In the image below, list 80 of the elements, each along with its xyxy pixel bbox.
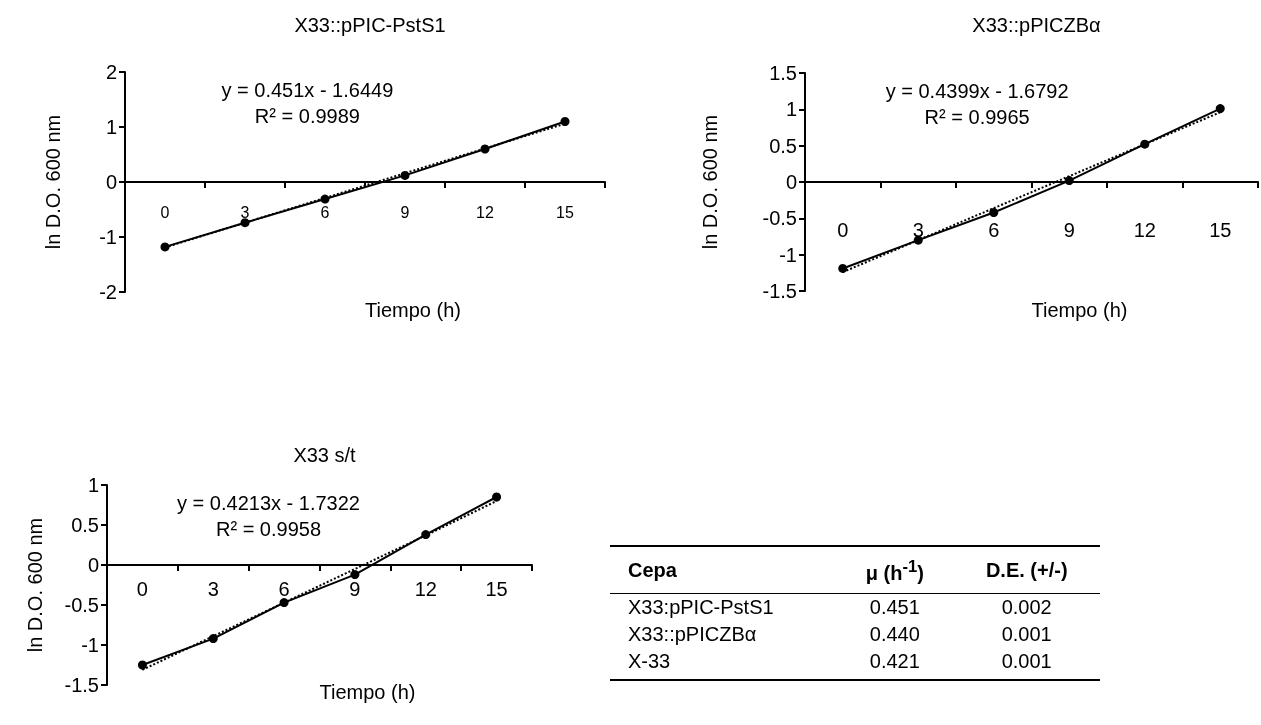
x-tick-label: 3 bbox=[240, 203, 250, 221]
y-tick-label: 0.5 bbox=[71, 514, 99, 536]
x-tick-label: 15 bbox=[1209, 219, 1232, 241]
point bbox=[492, 492, 502, 502]
x-tick-label: 6 bbox=[320, 203, 330, 221]
text: X-33 bbox=[610, 647, 837, 680]
x-tick-label: 15 bbox=[485, 578, 508, 600]
y-axis-title: ln D.O. 600 nm bbox=[24, 517, 46, 653]
x-tick-label: 0 bbox=[837, 219, 849, 241]
point bbox=[838, 263, 848, 273]
y-tick-label: 0 bbox=[87, 554, 99, 576]
y-tick-label: -1 bbox=[779, 243, 797, 266]
x-tick-label: 3 bbox=[912, 219, 924, 241]
x-axis-title: Tiempo (h) bbox=[319, 681, 416, 703]
x-tick-label: 12 bbox=[414, 578, 437, 600]
text: 0.421 bbox=[836, 647, 954, 680]
y-tick-label: 1 bbox=[87, 474, 99, 496]
x-tick-label: 0 bbox=[160, 203, 170, 221]
annotation: R² = 0.9965 bbox=[924, 106, 1030, 128]
y-tick-label: 0.5 bbox=[769, 134, 797, 157]
x-axis-title: Tiempo (h) bbox=[365, 299, 461, 321]
x-tick-label: 12 bbox=[476, 203, 494, 221]
text: 0.451 bbox=[868, 594, 921, 620]
y-tick-label: -0.5 bbox=[762, 207, 797, 230]
y-tick-label: -1.5 bbox=[762, 280, 797, 302]
x-tick-label: 6 bbox=[988, 219, 1000, 241]
text: 0.001 bbox=[953, 647, 1100, 680]
text: X33:pPIC-PstS1 bbox=[627, 594, 775, 620]
x-tick-label: 15 bbox=[556, 203, 574, 221]
y-tick-label: -1.5 bbox=[64, 674, 99, 696]
point bbox=[989, 208, 999, 218]
y-axis-title: ln D.O. 600 nm bbox=[699, 114, 721, 250]
chart-title: X33::pPIC-PstS1 bbox=[294, 14, 446, 36]
x-tick-label: 9 bbox=[349, 578, 361, 600]
y-tick-label: 0 bbox=[785, 171, 797, 193]
text: 0.001 bbox=[1000, 621, 1053, 647]
y-tick-label: -1 bbox=[99, 226, 117, 248]
text: μ (h$^{-1}$) bbox=[836, 546, 954, 594]
annotation: y = 0.4399x - 1.6792 bbox=[885, 80, 1069, 102]
annotation: y = 0.451x - 1.6449 bbox=[221, 79, 394, 101]
point bbox=[320, 194, 330, 204]
x-tick-label: 6 bbox=[278, 578, 290, 600]
annotation: R² = 0.9958 bbox=[215, 518, 322, 540]
point bbox=[400, 170, 410, 180]
y-tick-label: 0 bbox=[105, 171, 117, 193]
x-tick-label: 0 bbox=[136, 578, 148, 600]
x-tick-label: 9 bbox=[400, 203, 410, 221]
point bbox=[240, 218, 250, 228]
text: X33::pPICZBα bbox=[627, 621, 758, 647]
point bbox=[350, 570, 360, 580]
text: Cepa bbox=[610, 546, 837, 594]
annotation: R² = 0.9989 bbox=[254, 105, 360, 127]
point bbox=[421, 530, 431, 540]
point bbox=[1215, 104, 1225, 114]
text: 0.002 bbox=[1000, 594, 1053, 620]
x-tick-label: 3 bbox=[207, 578, 219, 600]
chart-title: X33::pPICZBα bbox=[972, 14, 1101, 36]
point bbox=[1140, 139, 1150, 149]
point bbox=[160, 242, 170, 252]
y-tick-label: -2 bbox=[99, 281, 117, 303]
y-tick-label: 1 bbox=[105, 116, 117, 138]
y-tick-label: -0.5 bbox=[64, 594, 99, 616]
x-tick-label: 12 bbox=[1133, 219, 1156, 241]
point bbox=[208, 634, 218, 644]
text: 0.440 bbox=[868, 621, 921, 647]
point bbox=[1064, 176, 1074, 186]
x-axis-title: Tiempo (h) bbox=[1031, 299, 1128, 321]
y-tick-label: 1 bbox=[785, 98, 797, 121]
y-axis-title: ln D.O. 600 nm bbox=[42, 114, 64, 250]
point bbox=[279, 598, 289, 608]
point bbox=[137, 660, 147, 670]
y-tick-label: 2 bbox=[105, 61, 117, 83]
x-tick-label: 9 bbox=[1063, 219, 1075, 241]
y-tick-label: -1 bbox=[81, 634, 99, 656]
y-tick-label: 1.5 bbox=[769, 62, 797, 84]
text: D.E. (+/-) bbox=[953, 546, 1100, 594]
point bbox=[560, 117, 570, 126]
chart-title: X33 s/t bbox=[293, 444, 357, 466]
point bbox=[480, 144, 490, 154]
annotation: y = 0.4213x - 1.7322 bbox=[177, 492, 360, 514]
